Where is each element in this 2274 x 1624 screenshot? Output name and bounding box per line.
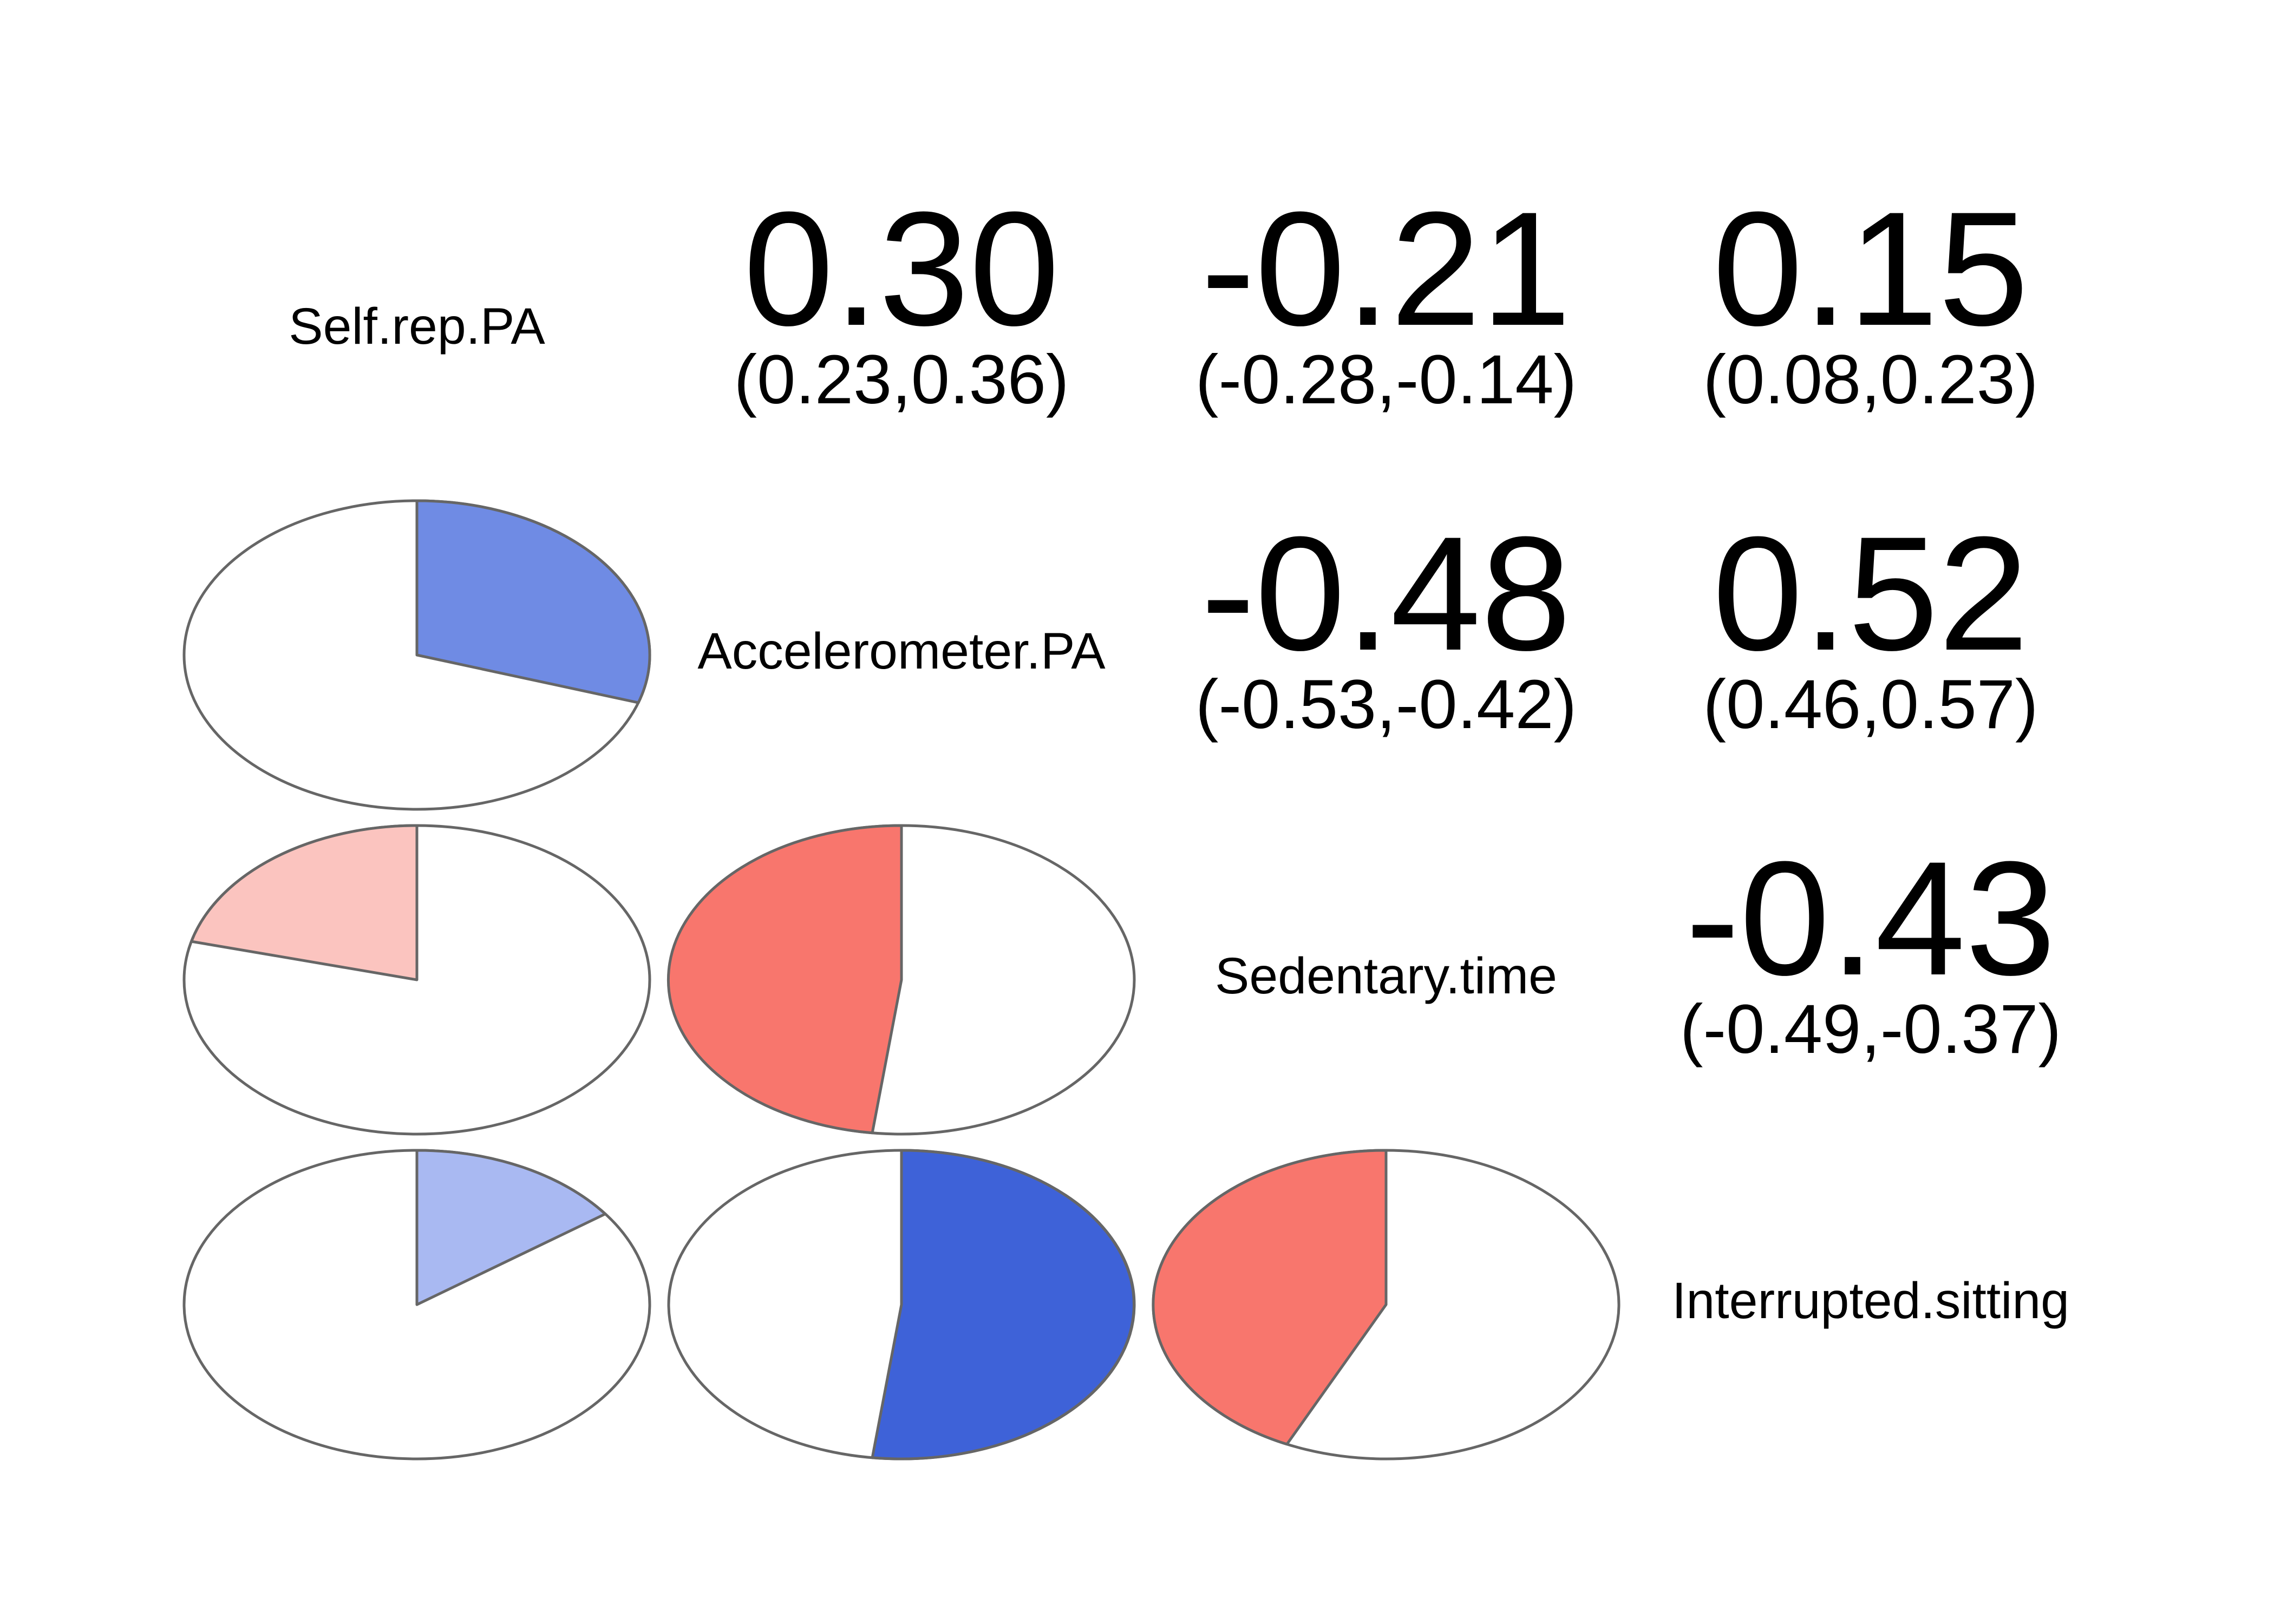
pie-cell (667, 1149, 1136, 1461)
pie-cell (182, 824, 651, 1136)
confidence-interval-label: (-0.53,-0.42) (1195, 666, 1577, 743)
pie-wedge (871, 1149, 1135, 1461)
pie-cell (1152, 1149, 1620, 1461)
variable-label-interrupted-sitting: Interrupted.sitting (1672, 1272, 2069, 1330)
pie-wedge (190, 824, 419, 981)
confidence-interval-label: (0.08,0.23) (1703, 341, 2038, 418)
coefficient-label: 0.15 (1713, 178, 2029, 359)
variable-label-sedentary-time: Sedentary.time (1215, 947, 1557, 1005)
variable-label-self-rep-pa: Self.rep.PA (289, 298, 545, 355)
confidence-interval-label: (-0.28,-0.14) (1195, 341, 1577, 418)
coefficient-label: -0.48 (1201, 502, 1571, 684)
confidence-interval-label: (0.46,0.57) (1703, 666, 2038, 743)
coefficient-label: -0.21 (1201, 178, 1571, 359)
pie-wedge (415, 499, 651, 704)
confidence-interval-label: (-0.49,-0.37) (1680, 991, 2061, 1068)
variable-label-group: Self.rep.PA Accelerometer.PA Sedentary.tim… (289, 298, 2069, 1330)
variable-label-accelerometer-pa: Accelerometer.PA (697, 623, 1106, 680)
coefficient-label: -0.43 (1685, 827, 2056, 1009)
pie-cell (182, 1149, 651, 1461)
pie-panel-group (182, 499, 1620, 1461)
pie-cell (182, 499, 651, 811)
pie-cell (666, 824, 1136, 1136)
confidence-interval-label: (0.23,0.36) (734, 341, 1069, 418)
coefficient-label: 0.52 (1713, 502, 2029, 684)
coefficient-label: 0.30 (743, 178, 1060, 359)
pie-wedge (1152, 1149, 1388, 1446)
pie-wedge (415, 1149, 607, 1306)
pie-wedge (666, 824, 903, 1135)
coefficient-panel-group: 0.30(0.23,0.36)-0.21(-0.28,-0.14)0.15(0.… (734, 178, 2061, 1068)
